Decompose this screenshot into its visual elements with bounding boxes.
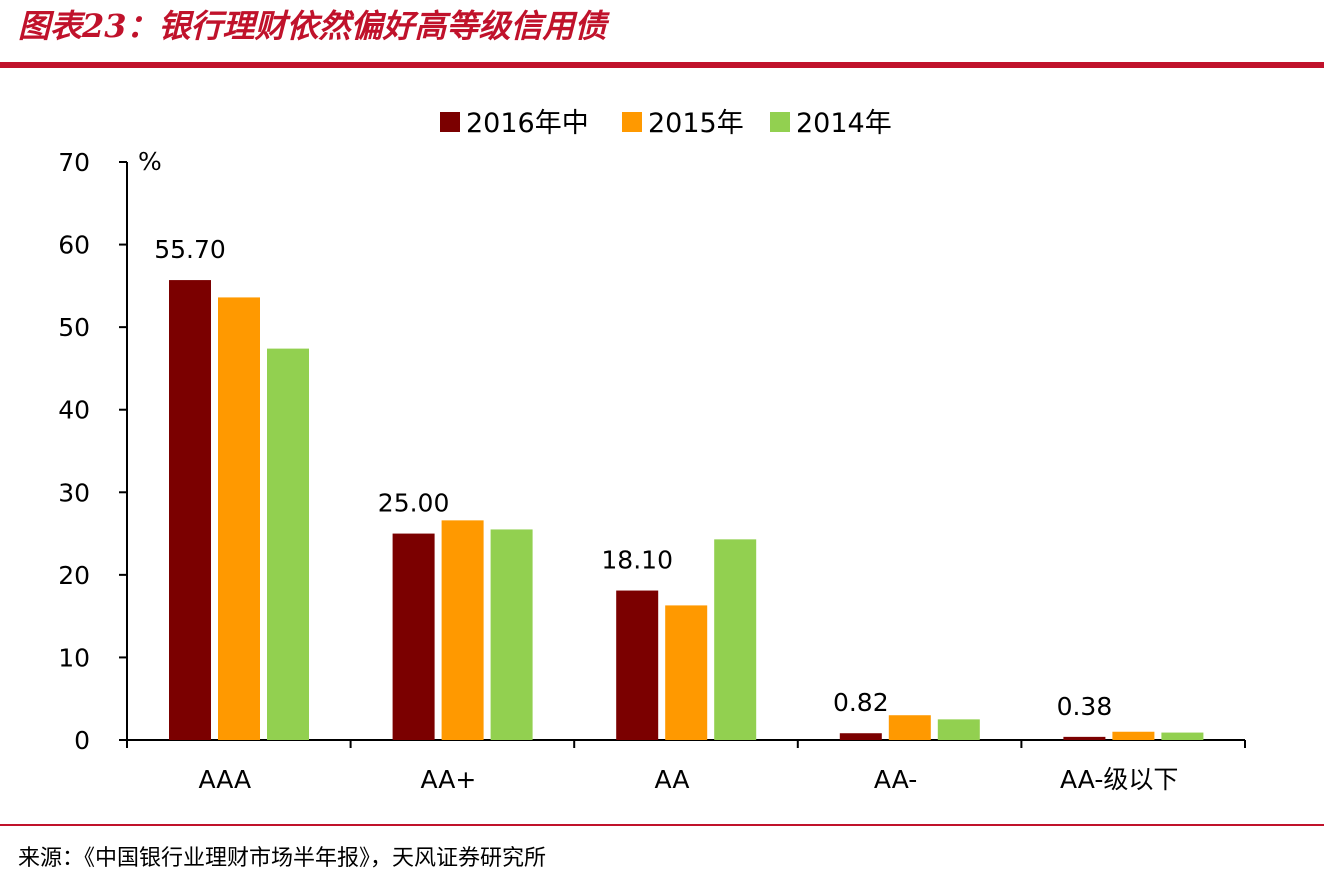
bar <box>1161 732 1204 740</box>
y-tick-label: 10 <box>58 643 90 672</box>
bar <box>616 590 659 740</box>
bar <box>267 348 309 740</box>
bar <box>665 605 708 740</box>
data-label: 55.70 <box>154 235 226 264</box>
footer-divider <box>0 824 1324 826</box>
y-tick-label: 70 <box>58 148 90 177</box>
y-tick-label: 40 <box>58 396 90 425</box>
bar <box>1063 736 1106 740</box>
y-tick-label: 0 <box>74 726 90 755</box>
data-label: 25.00 <box>378 489 450 518</box>
legend-swatch <box>440 112 460 132</box>
bar <box>714 539 757 740</box>
legend-label: 2015年 <box>648 108 744 139</box>
legend-item: 2014年 <box>770 108 892 139</box>
bar <box>392 533 435 740</box>
source-note: 来源：《中国银行业理财市场半年报》，天风证券研究所 <box>18 846 547 871</box>
bar <box>218 297 260 740</box>
data-label: 0.82 <box>833 688 889 717</box>
y-tick-label: 60 <box>58 231 90 260</box>
legend-item: 2015年 <box>622 108 744 139</box>
bar-chart: 2016年中 2015年 2014年 0 10 20 30 40 50 60 70% AAA AA+… <box>58 108 1246 794</box>
chart-legend: 2016年中 2015年 2014年 <box>440 108 892 139</box>
legend-label: 2016年中 <box>466 108 589 139</box>
x-tick-label: AA <box>655 765 690 794</box>
data-labels: 55.70 25.00 18.10 0.82 0.38 <box>154 235 1112 721</box>
chart-title: 图表23：银行理财依然偏好高等级信用债 <box>18 7 607 45</box>
x-tick-label: AA-级以下 <box>1060 765 1178 794</box>
bar <box>888 715 931 740</box>
x-tick-label: AA+ <box>420 765 476 794</box>
legend-swatch <box>770 112 790 132</box>
legend-label: 2014年 <box>796 108 892 139</box>
bar <box>1112 731 1155 740</box>
y-tick-label: 30 <box>58 478 90 507</box>
y-tick-label: 50 <box>58 313 90 342</box>
legend-swatch <box>622 112 642 132</box>
title-divider <box>0 62 1324 68</box>
x-axis: AAA AA+ AA AA- AA-级以下 <box>126 739 1246 794</box>
bar <box>937 719 980 740</box>
x-tick-label: AA- <box>874 765 917 794</box>
data-label: 18.10 <box>601 546 673 575</box>
y-axis: 0 10 20 30 40 50 60 70% <box>58 147 162 755</box>
y-axis-unit: % <box>138 147 162 176</box>
bar <box>441 520 484 740</box>
x-tick-label: AAA <box>198 765 251 794</box>
bar <box>839 733 882 740</box>
bar <box>490 529 533 740</box>
y-tick-label: 20 <box>58 561 90 590</box>
bars <box>169 280 1204 740</box>
bar <box>169 280 211 740</box>
data-label: 0.38 <box>1057 692 1113 721</box>
legend-item: 2016年中 <box>440 108 589 139</box>
